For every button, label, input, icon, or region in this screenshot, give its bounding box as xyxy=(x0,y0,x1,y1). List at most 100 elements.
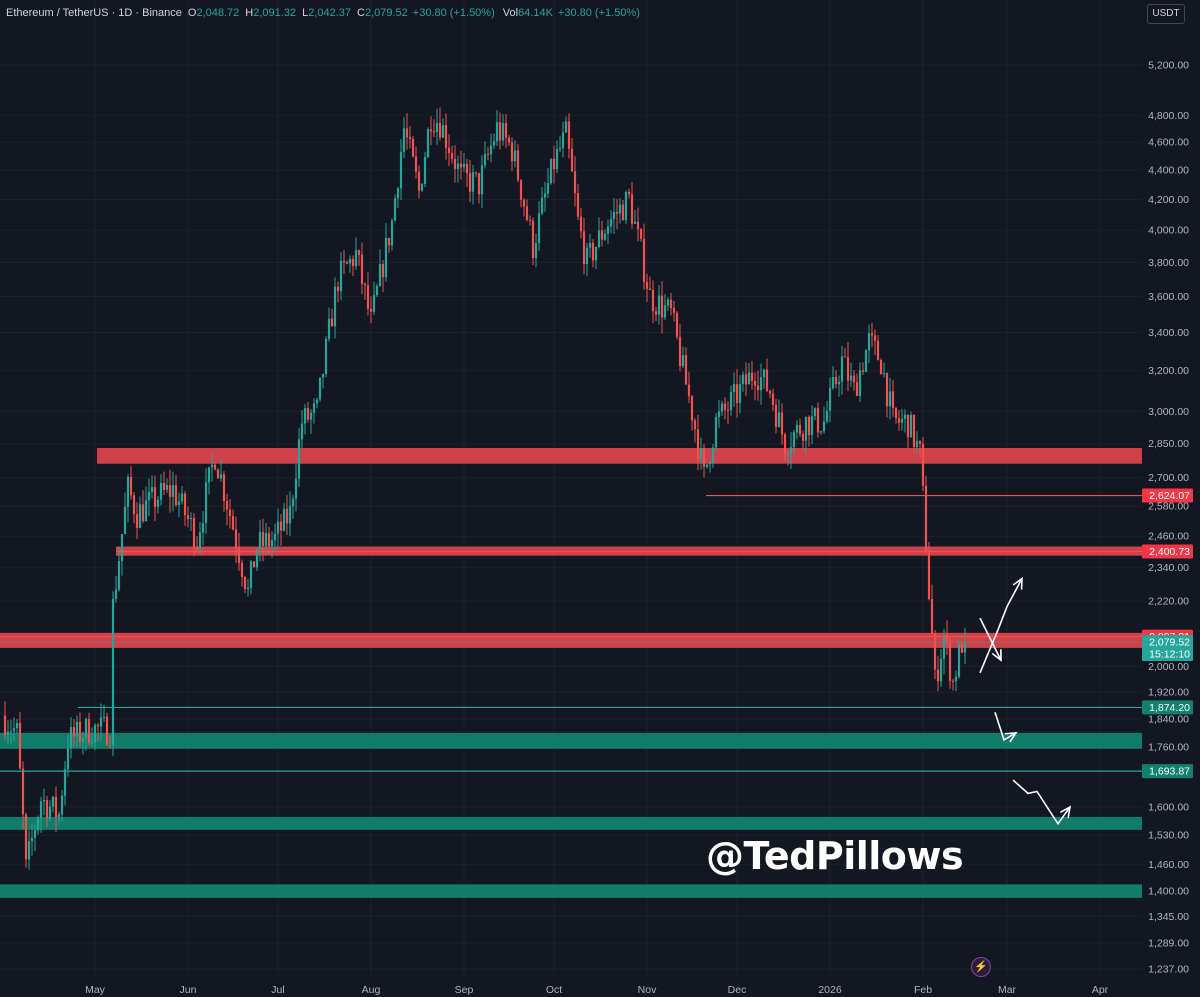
candle-body xyxy=(549,158,553,184)
candle-body xyxy=(228,509,232,517)
candle-body xyxy=(822,421,826,432)
candle-body xyxy=(246,587,250,590)
candle-body xyxy=(372,295,376,312)
candle-body xyxy=(891,391,895,409)
candle-body xyxy=(204,482,208,523)
candle-body xyxy=(435,122,439,133)
y-tick-label: 2,340.00 xyxy=(1148,562,1189,574)
candle-body xyxy=(312,403,316,413)
candle-body xyxy=(699,448,703,459)
level-badge-text: 1,874.20 xyxy=(1149,702,1190,714)
high-value: 2,091.32 xyxy=(253,7,297,19)
arrow-head xyxy=(1012,576,1023,590)
candle-body xyxy=(675,312,679,337)
candle-body xyxy=(921,443,925,486)
candle-body xyxy=(957,644,961,677)
candle-body xyxy=(906,414,910,438)
countdown-text: 15:12:10 xyxy=(1149,648,1190,660)
candle-body xyxy=(165,485,169,490)
candle-body xyxy=(60,795,64,815)
symbol-title[interactable]: Ethereum / TetherUS · 1D · Binance xyxy=(6,7,182,19)
candle-body xyxy=(24,814,28,860)
x-tick-label: Oct xyxy=(546,984,562,996)
candle-body xyxy=(6,731,10,735)
candle-body xyxy=(348,258,352,264)
y-tick-label: 1,289.00 xyxy=(1148,938,1189,950)
price-axis[interactable]: 5,200.00 4,800.00 4,600.00 4,400.00 4,200.00… xyxy=(1148,60,1189,976)
candle-body xyxy=(630,194,634,224)
last-price-badge: 2,079.52 xyxy=(1142,634,1193,661)
candle-body xyxy=(153,487,157,507)
candle-body xyxy=(300,423,304,440)
open-value: 2,048.72 xyxy=(196,7,240,19)
candle-body xyxy=(453,158,457,169)
candle-body xyxy=(519,180,523,200)
candle-body xyxy=(645,281,649,289)
level-lines xyxy=(0,494,1142,772)
candle-body xyxy=(945,635,949,641)
candle-body xyxy=(156,499,160,507)
currency-button[interactable]: USDT xyxy=(1147,4,1185,24)
candle-body xyxy=(915,440,919,448)
candle-body xyxy=(792,432,796,448)
candle-body xyxy=(912,414,916,448)
candle-body xyxy=(51,796,55,807)
projection-arrows xyxy=(979,576,1072,826)
x-tick-label: Jul xyxy=(271,984,284,996)
candle-body xyxy=(387,238,391,246)
candle-body xyxy=(288,506,292,524)
candle-body xyxy=(402,128,406,152)
candle-body xyxy=(438,122,442,138)
candle-body xyxy=(618,204,622,214)
candle-body xyxy=(741,374,745,384)
candle-body xyxy=(174,485,178,505)
time-axis[interactable]: May Jun Jul Aug Sep Oct Nov Dec 2026 Feb Mar Apr xyxy=(85,984,1109,996)
candle-body xyxy=(279,521,283,531)
candle-body xyxy=(267,533,271,547)
candle-body xyxy=(870,333,874,336)
candle-body xyxy=(21,768,25,815)
candle-body xyxy=(768,390,772,394)
candle-body xyxy=(225,501,229,510)
candle-body xyxy=(567,121,571,149)
candle-body xyxy=(855,382,859,397)
candle-body xyxy=(111,598,115,746)
candle-body xyxy=(36,817,40,831)
candle-body xyxy=(489,145,493,155)
candle-body xyxy=(735,384,739,403)
candle-body xyxy=(612,211,616,219)
candle-body xyxy=(465,163,469,174)
candle-body xyxy=(720,403,724,412)
projection-arrow xyxy=(994,711,1017,742)
candle-body xyxy=(717,411,721,418)
candle-body xyxy=(774,404,778,427)
candle-body xyxy=(240,562,244,578)
candle-body xyxy=(657,295,661,315)
candle-body xyxy=(597,230,601,248)
candle-body xyxy=(516,150,520,181)
candle-body xyxy=(882,373,886,375)
candle-body xyxy=(321,373,325,378)
candle-body xyxy=(807,416,811,436)
candle-body xyxy=(150,487,154,492)
candle-body xyxy=(585,247,589,265)
lightning-icon[interactable]: ⚡ xyxy=(971,957,991,977)
candle-body xyxy=(462,163,466,168)
candle-body xyxy=(762,369,766,378)
candle-body xyxy=(249,561,253,588)
candle-body xyxy=(561,132,565,148)
candle-body xyxy=(513,150,517,162)
candle-body xyxy=(90,742,94,744)
candle-body xyxy=(12,728,16,732)
candle-body xyxy=(837,381,841,385)
candle-body xyxy=(102,716,106,718)
candle-body xyxy=(138,504,142,528)
candle-body xyxy=(858,370,862,397)
candle-body xyxy=(306,408,310,420)
candle-body xyxy=(30,837,34,842)
candle-body xyxy=(864,350,868,372)
candle-body xyxy=(795,424,799,433)
candle-body xyxy=(144,500,148,522)
y-tick-label: 1,840.00 xyxy=(1148,714,1189,726)
